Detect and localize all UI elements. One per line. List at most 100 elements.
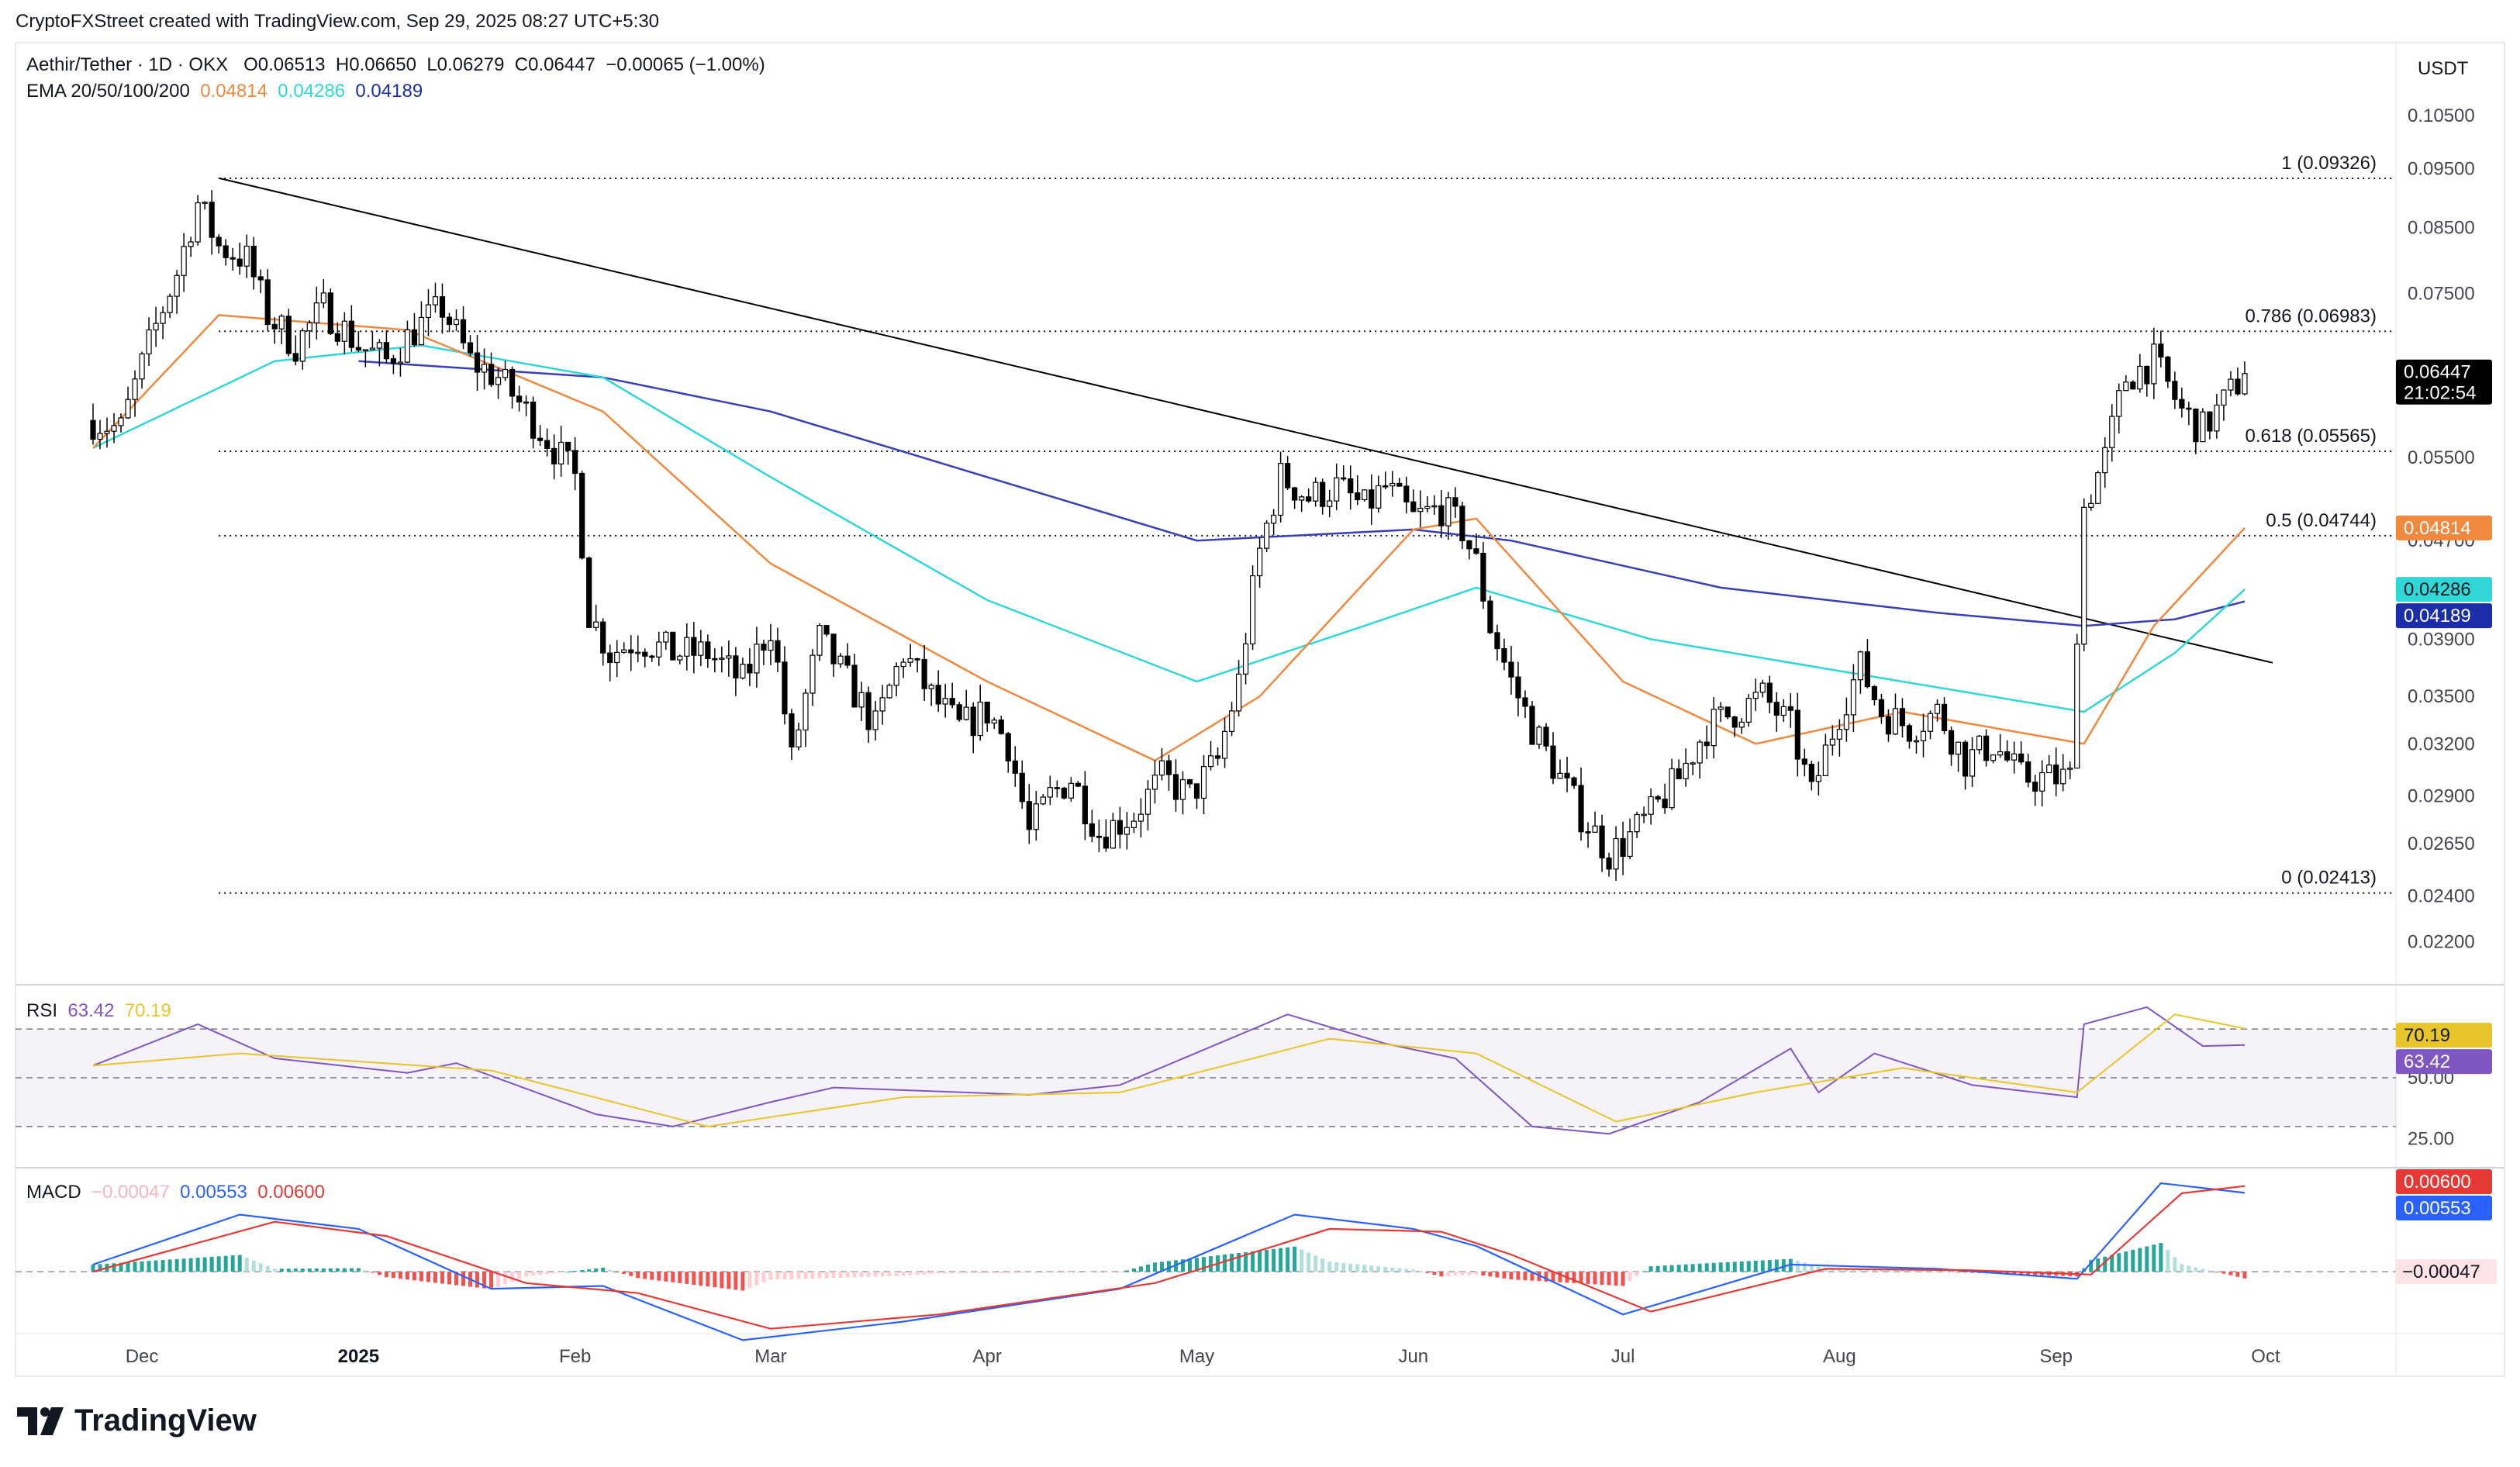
candle-body	[1369, 489, 1375, 509]
macd-histogram-bar	[1921, 1270, 1926, 1272]
macd-histogram-bar	[831, 1272, 836, 1279]
ema20-line	[92, 314, 2246, 762]
candle-body	[376, 342, 382, 349]
candle-body	[495, 377, 502, 385]
descending-trendline	[218, 177, 2273, 664]
candle-body	[837, 655, 844, 664]
time-axis-label: Dec	[126, 1346, 159, 1367]
macd-histogram-bar	[796, 1272, 801, 1279]
macd-histogram-bar	[992, 1272, 996, 1274]
candle-body	[1466, 540, 1472, 550]
candle-body	[1710, 709, 1717, 747]
macd-histogram-bar	[2131, 1249, 2135, 1272]
candle-body	[677, 655, 683, 661]
rsi-legend[interactable]: RSI 63.42 70.19	[26, 1000, 171, 1022]
macd-histogram-bar	[2235, 1272, 2240, 1277]
macd-histogram-bar	[1746, 1261, 1751, 1272]
macd-histogram-bar	[852, 1272, 857, 1278]
ema-legend[interactable]: EMA 20/50/100/200 0.04814 0.04286 0.0418…	[26, 81, 423, 102]
time-axis-label: Oct	[2251, 1346, 2280, 1367]
macd-histogram-bar	[964, 1272, 968, 1274]
candle-body	[202, 202, 208, 204]
candle-body	[2228, 378, 2234, 391]
candle-body	[1543, 727, 1549, 747]
tradingview-logo[interactable]: TradingView	[17, 1403, 257, 1438]
macd-histogram-bar	[950, 1272, 954, 1274]
macd-histogram-bar	[789, 1272, 794, 1279]
macd-signal-badge	[2396, 1169, 2492, 1194]
macd-histogram-bar	[1579, 1272, 1583, 1284]
time-axis-label: Aug	[1823, 1346, 1856, 1367]
chart-credit: CryptoFXStreet created with TradingView.…	[16, 11, 660, 32]
macd-histogram-bar	[489, 1272, 494, 1289]
candle-body	[698, 641, 704, 656]
macd-legend[interactable]: MACD −0.00047 0.00553 0.00600	[26, 1182, 325, 1203]
candle-body	[327, 292, 333, 334]
candle-body	[1606, 857, 1612, 870]
candle-body	[851, 664, 858, 708]
macd-line	[92, 1182, 2246, 1341]
candle-body	[663, 631, 669, 643]
macd-histogram-bar	[1809, 1264, 1814, 1272]
macd-histogram-bar	[587, 1269, 592, 1272]
candle-body	[292, 353, 299, 362]
macd-histogram-bar	[286, 1269, 291, 1272]
macd-histogram-bar	[1942, 1271, 1947, 1272]
macd-histogram-bar	[1635, 1272, 1639, 1276]
macd-histogram-bar	[929, 1272, 934, 1275]
candle-body	[334, 333, 340, 342]
rsi-tick-label: 25.00	[2408, 1129, 2454, 1150]
candle-body	[1808, 764, 1814, 782]
macd-histogram-bar	[1159, 1262, 1164, 1272]
candle-body	[1431, 505, 1438, 508]
macd-histogram-bar	[629, 1272, 633, 1276]
macd-histogram-bar	[244, 1258, 249, 1272]
candle-body	[1738, 721, 1745, 728]
candle-body	[796, 729, 802, 747]
macd-histogram-bar	[1488, 1272, 1493, 1277]
macd-histogram-bar	[810, 1272, 815, 1279]
candle-body	[551, 447, 558, 464]
candle-body	[2242, 373, 2248, 395]
time-axis-label: May	[1179, 1346, 1214, 1367]
candle-body	[230, 257, 236, 260]
candle-body	[1871, 685, 1878, 701]
macd-histogram-bar	[636, 1272, 640, 1279]
candle-body	[935, 685, 941, 705]
macd-histogram-bar	[1006, 1272, 1010, 1273]
ohlc-low: L0.06279	[426, 54, 505, 75]
candle-body	[2144, 365, 2150, 385]
candle-body	[1745, 698, 1752, 723]
price-tick-label: 0.02400	[2408, 885, 2475, 906]
candle-body	[1620, 837, 1626, 858]
ohlc-high: H0.06650	[335, 54, 416, 75]
rsi-ma-value: 70.19	[124, 1000, 171, 1021]
candle-body	[264, 279, 271, 326]
candle-body	[1047, 787, 1053, 798]
macd-histogram-bar	[936, 1272, 941, 1274]
candle-body	[1026, 801, 1032, 830]
candle-body	[921, 658, 927, 689]
macd-histogram-bar	[1124, 1270, 1129, 1272]
macd-histogram-bar	[1453, 1272, 1458, 1276]
candle-body	[621, 649, 627, 653]
candle-body	[705, 641, 711, 660]
candle-body	[446, 316, 453, 326]
macd-histogram-bar	[1237, 1252, 1241, 1272]
candle-body	[670, 631, 676, 661]
macd-histogram-bar	[496, 1272, 501, 1287]
candle-body	[1117, 820, 1124, 835]
macd-histogram-bar	[1655, 1265, 1660, 1272]
candle-body	[1578, 785, 1584, 833]
candle-body	[1501, 647, 1507, 663]
macd-histogram-bar	[1293, 1246, 1297, 1272]
candle-body	[558, 441, 564, 464]
candle-body	[1683, 762, 1689, 779]
macd-histogram-bar	[803, 1272, 808, 1279]
candle-body	[418, 316, 425, 346]
macd-histogram-bar	[768, 1272, 773, 1280]
macd-histogram-bar	[552, 1272, 557, 1274]
candle-body	[2116, 390, 2122, 417]
candle-body	[907, 658, 913, 663]
